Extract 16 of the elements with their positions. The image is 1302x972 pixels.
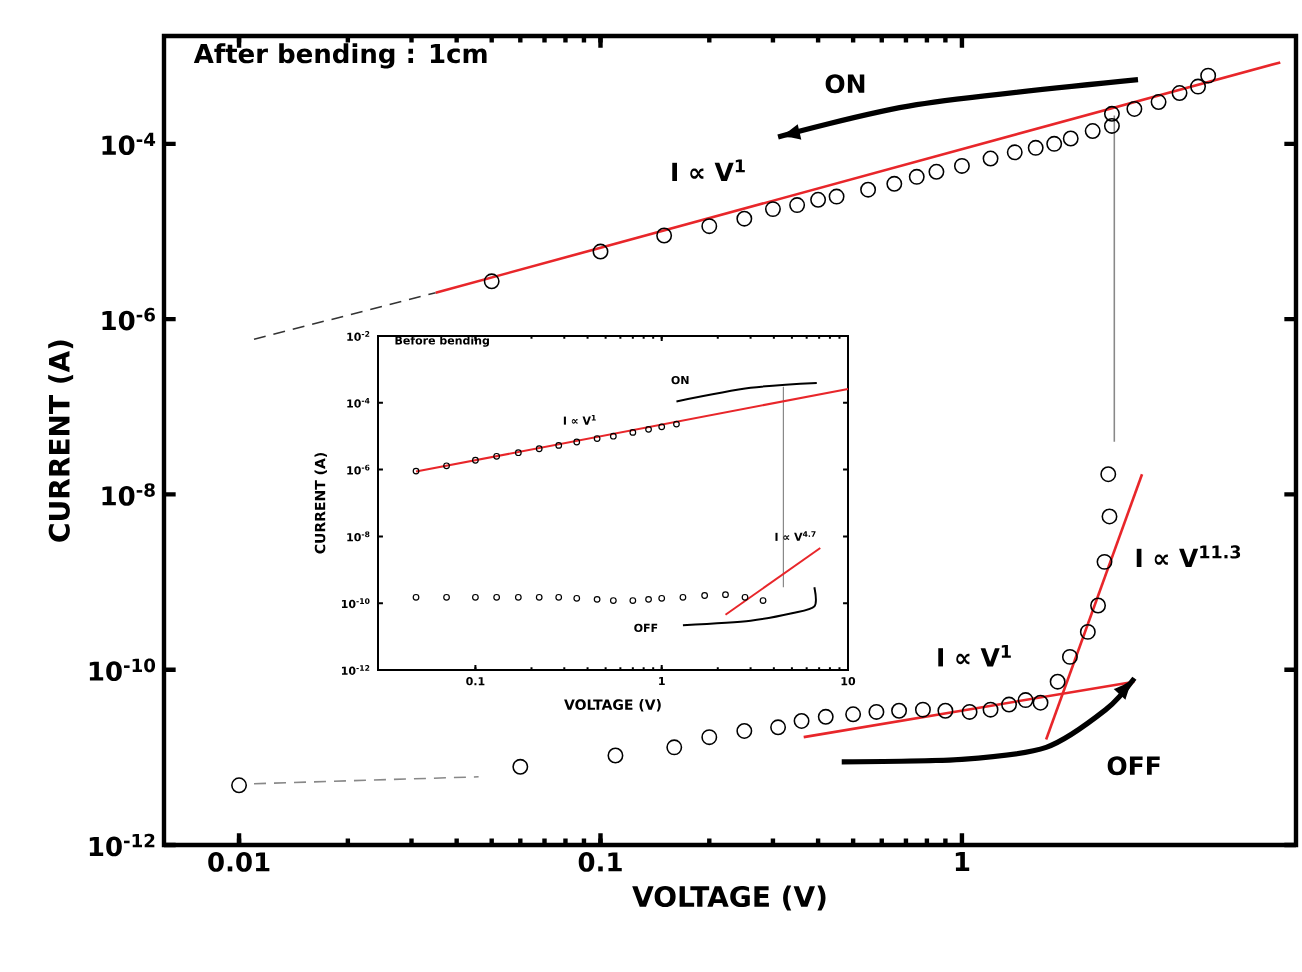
x-tick-label: 0.01 <box>208 852 270 872</box>
y-tick-label: 10$^{-12}$ <box>89 833 155 857</box>
annotation: I ∝ V$^{11.3}$ <box>1136 545 1241 568</box>
annotation: ON <box>825 74 865 94</box>
x-tick-label: 0.1 <box>578 852 622 872</box>
y-tick-label: 10$^{-4}$ <box>102 132 156 156</box>
y-tick-label: 10$^{-6}$ <box>102 307 155 331</box>
annotation: I ∝ V$^{1}$ <box>672 159 745 182</box>
y-tick-label: 10$^{-8}$ <box>102 483 155 506</box>
annotation: I ∝ V$^{1}$ <box>938 644 1011 667</box>
chart-title: After bending : 1cm <box>193 43 487 69</box>
annotation: OFF <box>1107 756 1160 776</box>
x-tick-label: 1 <box>955 852 970 871</box>
y-tick-label: 10$^{-10}$ <box>89 658 156 681</box>
y-axis-title: CURRENT (A) <box>48 340 74 542</box>
x-axis-title: VOLTAGE (V) <box>632 885 826 911</box>
